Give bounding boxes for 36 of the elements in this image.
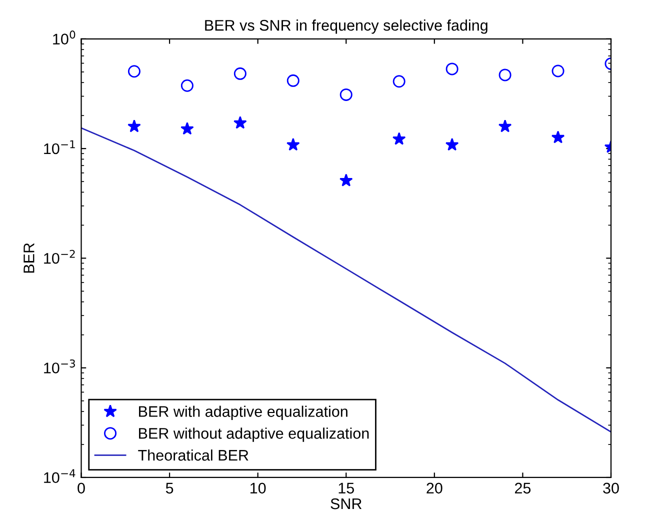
- x-tick-label: 15: [338, 482, 354, 494]
- point: [446, 62, 458, 76]
- point: [339, 174, 353, 186]
- point: [234, 116, 247, 129]
- y-tick-label: 10$^{−3}$: [44, 359, 75, 374]
- y-axis-title: BER: [24, 243, 34, 273]
- point: [234, 67, 246, 80]
- y-tick-label: 10$^{−4}$: [44, 469, 76, 484]
- legend-label: BER with adaptive equalization: [139, 406, 348, 420]
- x-tick-label: 20: [426, 482, 442, 494]
- point: [340, 88, 352, 101]
- point: [551, 130, 565, 144]
- y-tick-label: 10$^{−1}$: [44, 140, 75, 154]
- point: [392, 75, 406, 88]
- point: [180, 79, 194, 92]
- legend-label: Theoratical BER: [138, 449, 248, 461]
- y-tick-label: 10$^{−2}$: [44, 250, 75, 264]
- point: [392, 132, 406, 145]
- y-tick-label: 10$^{0}$: [53, 30, 76, 44]
- point: [498, 120, 512, 132]
- point: [128, 65, 140, 78]
- legend-label: BER without adaptive equalization: [139, 428, 369, 442]
- point: [445, 138, 459, 151]
- point: [286, 74, 300, 87]
- x-tick-label: 5: [166, 482, 174, 494]
- x-axis-title: SNR: [330, 498, 362, 510]
- point: [128, 120, 141, 132]
- point: [286, 138, 300, 151]
- chart-title: BER vs SNR in frequency selective fading: [205, 20, 488, 34]
- x-tick-label: 25: [514, 482, 531, 494]
- point: [498, 68, 512, 82]
- point: [552, 64, 564, 78]
- x-tick-label: 10: [250, 482, 266, 494]
- x-tick-label: 0: [78, 482, 85, 494]
- x-tick-label: 30: [603, 482, 619, 494]
- point: [180, 122, 194, 135]
